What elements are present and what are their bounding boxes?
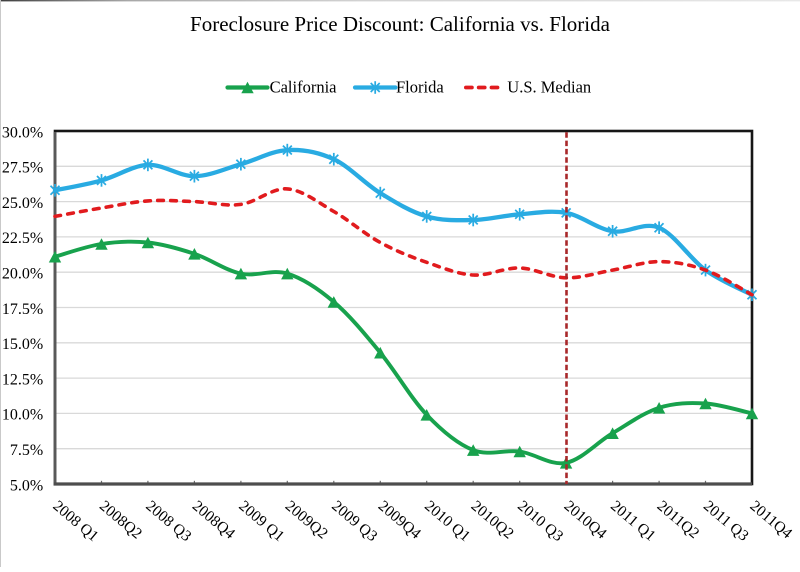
svg-text:22.5%: 22.5% xyxy=(2,230,43,247)
svg-text:12.5%: 12.5% xyxy=(2,371,43,388)
svg-text:7.5%: 7.5% xyxy=(10,442,43,459)
svg-text:17.5%: 17.5% xyxy=(2,301,43,318)
svg-text:5.0%: 5.0% xyxy=(10,477,43,494)
svg-text:30.0%: 30.0% xyxy=(2,124,43,141)
svg-text:27.5%: 27.5% xyxy=(2,160,43,177)
svg-text:Florida: Florida xyxy=(396,77,444,96)
svg-text:25.0%: 25.0% xyxy=(2,195,43,212)
svg-text:U.S. Median: U.S. Median xyxy=(507,77,591,96)
svg-text:20.0%: 20.0% xyxy=(2,266,43,283)
svg-text:15.0%: 15.0% xyxy=(2,336,43,353)
svg-text:California: California xyxy=(270,77,338,96)
svg-text:10.0%: 10.0% xyxy=(2,407,43,424)
svg-text:Foreclosure Price Discount: Ca: Foreclosure Price Discount: California v… xyxy=(190,12,611,36)
